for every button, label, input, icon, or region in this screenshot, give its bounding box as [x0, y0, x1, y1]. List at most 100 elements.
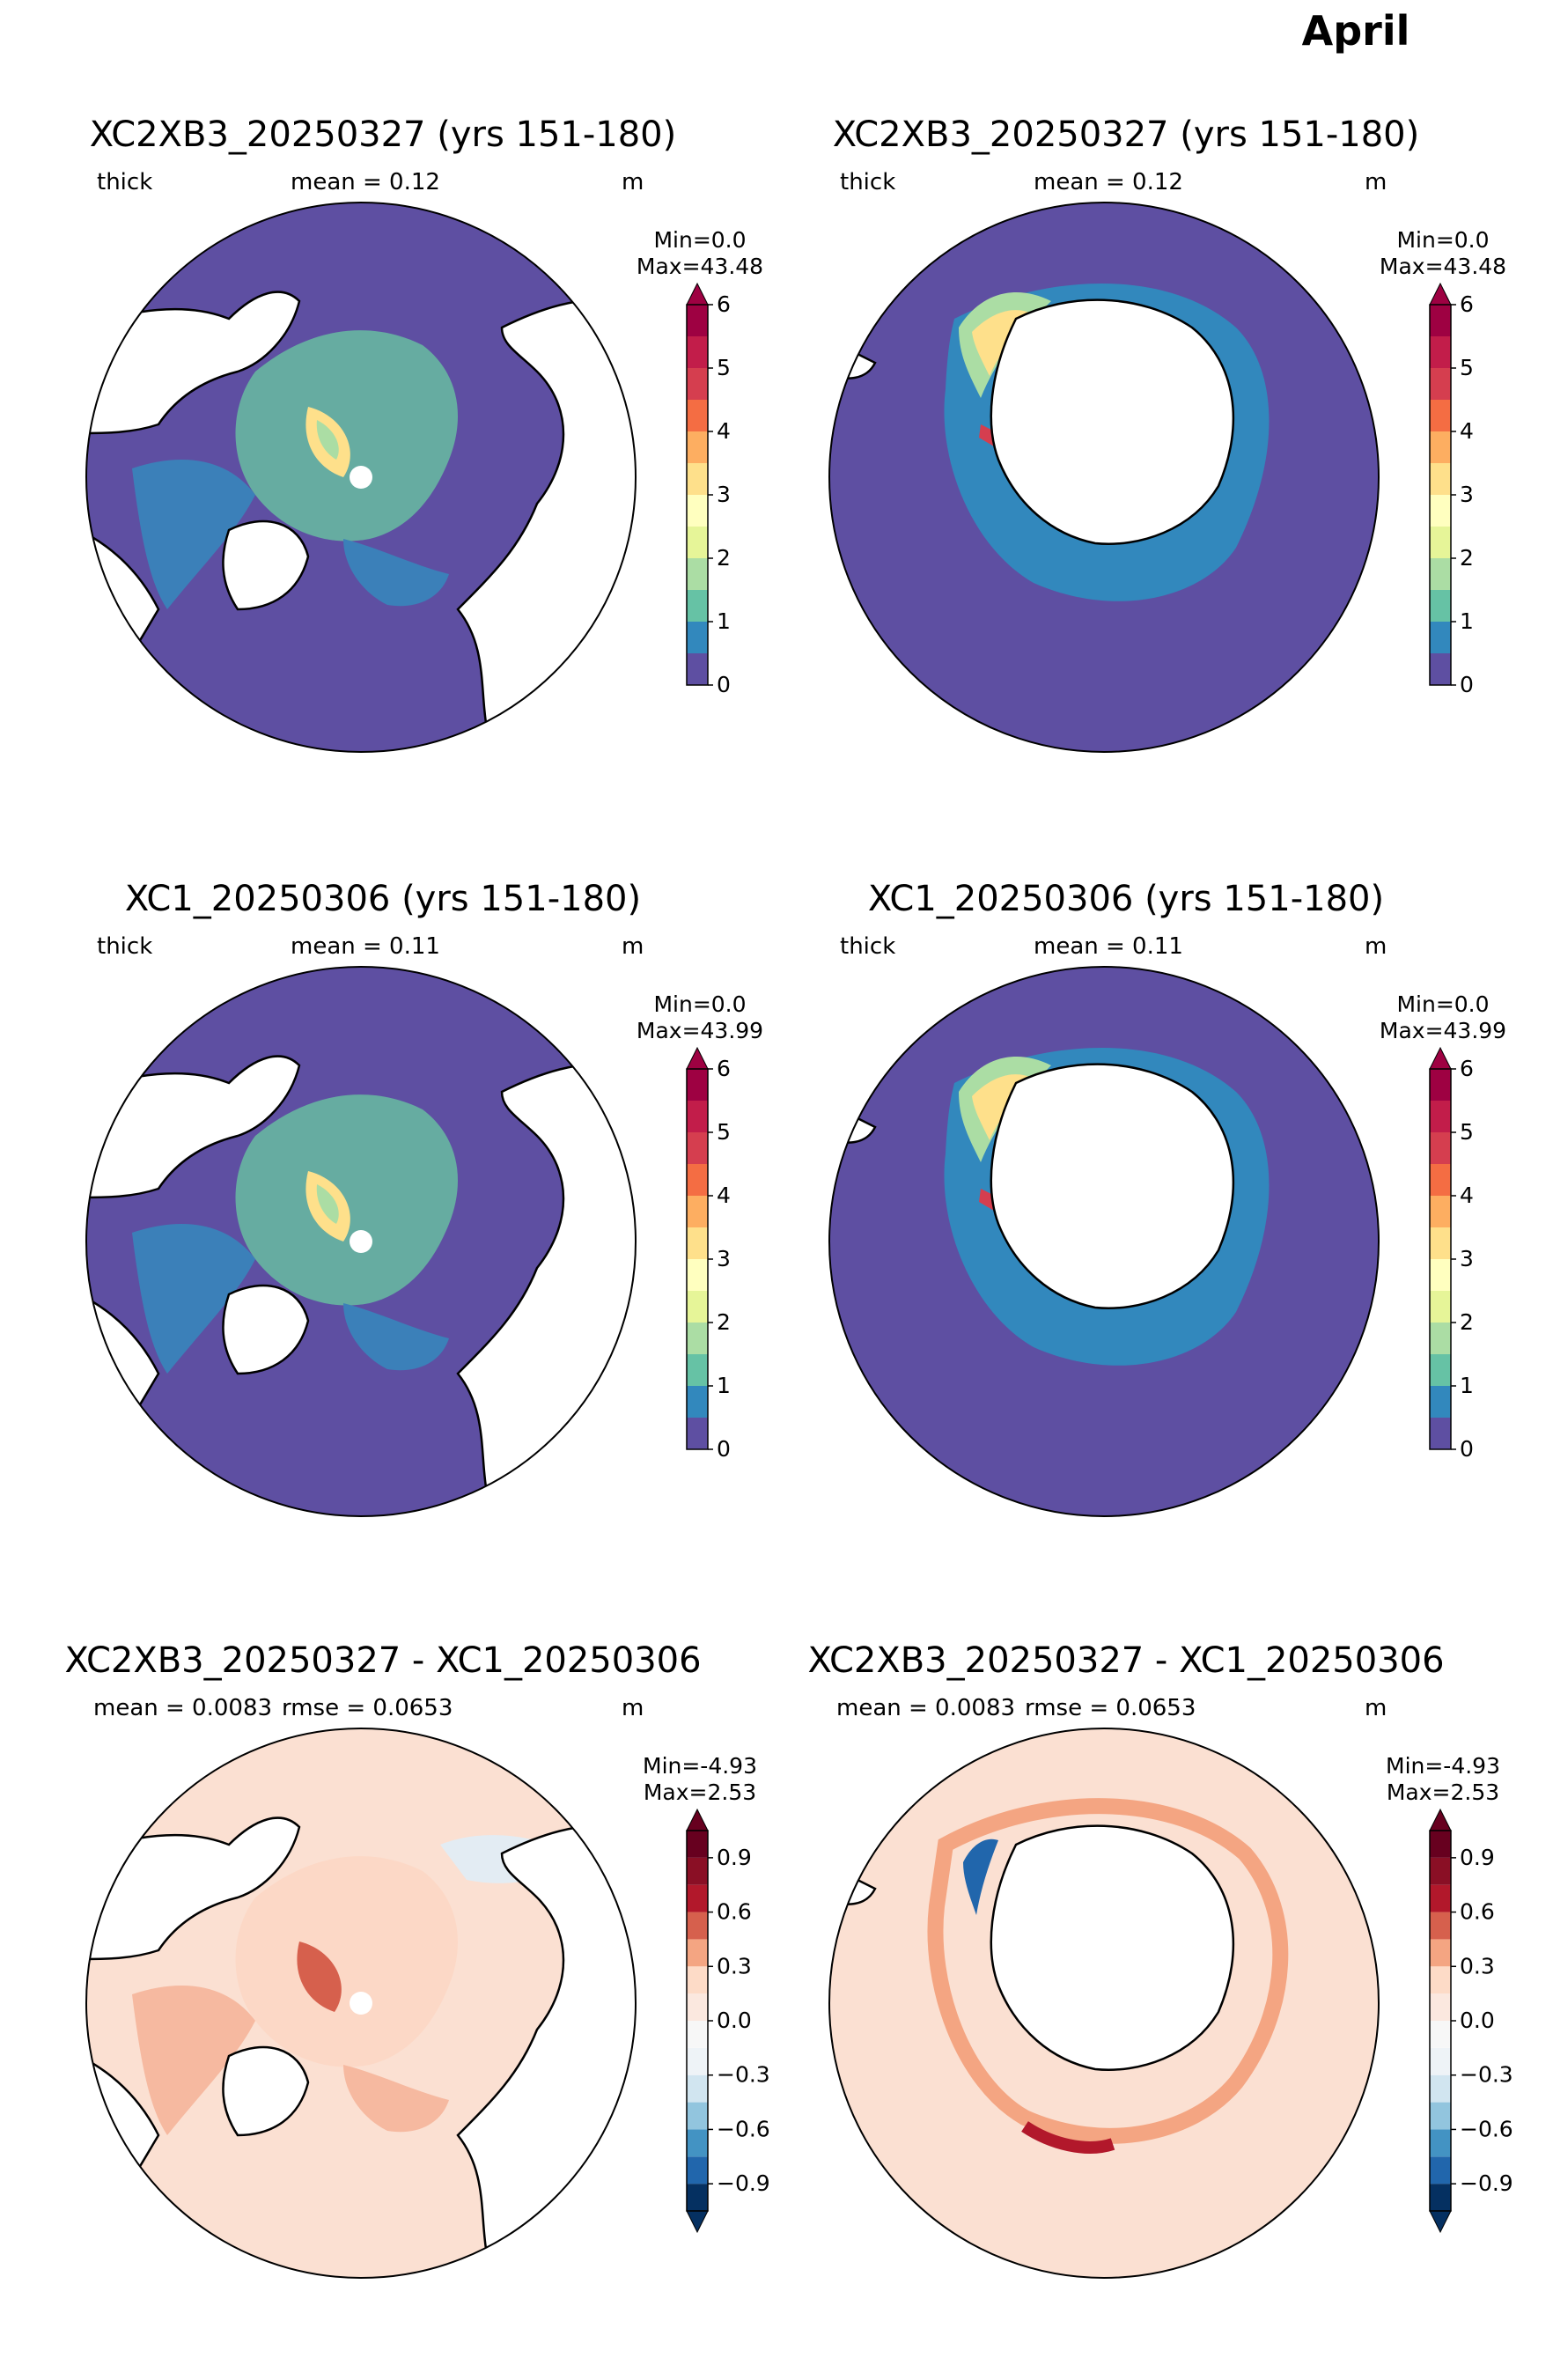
colorbar-segment [1430, 590, 1451, 622]
map-boundary [85, 966, 637, 1517]
colorbar-segment [687, 1164, 708, 1196]
colorbar-tick-label: 3 [717, 1246, 731, 1271]
colorbar-tick-label: 0.9 [1460, 1845, 1495, 1870]
antarctica-land [990, 298, 1235, 545]
colorbar-segment [1430, 1418, 1451, 1449]
colorbar-segment [687, 1259, 708, 1291]
colorbar-segment [1430, 2021, 1451, 2048]
max-label: Max=43.99 [636, 1018, 764, 1043]
colorbar: 0 1 2 3 4 5 6 [686, 282, 731, 697]
north-america-land [86, 291, 301, 435]
colorbar-tick-label: 0 [717, 672, 731, 697]
colorbar-segment [1430, 1101, 1451, 1132]
colorbar-tick-label: 6 [717, 291, 731, 317]
colorbar-tick-label: 4 [717, 418, 731, 444]
colorbar-tick-label: 2 [1460, 545, 1474, 571]
map-boundary [85, 202, 637, 753]
panel-title: XC1_20250306 (yrs 151-180) [124, 879, 642, 919]
colorbar-extend-max [686, 282, 709, 306]
greenland-land [222, 1284, 310, 1375]
antarctica-land [990, 1063, 1235, 1309]
colorbar-extend-min [1429, 2210, 1452, 2234]
max-label: Max=2.53 [643, 1779, 757, 1805]
polar-map [85, 1728, 637, 2279]
arctic-ice-pack [235, 1094, 458, 1306]
diff-hotspot [297, 1942, 342, 2012]
colorbar-tick-label: 5 [717, 1119, 731, 1145]
map-panel-2: XC2XB3_20250327 (yrs 151-180) thick mean =… [752, 114, 1506, 854]
units-label: m [622, 933, 644, 960]
colorbar-segment [687, 1386, 708, 1418]
colorbar-segment [687, 463, 708, 495]
colorbar-tick-label: 0.6 [1460, 1899, 1495, 1925]
colorbar-segment [687, 1101, 708, 1132]
colorbar-segment [1430, 431, 1451, 463]
max-label: Max=43.99 [1379, 1018, 1507, 1043]
north-america-land [86, 1816, 301, 1961]
colorbar-tick-label: 0.0 [717, 2008, 752, 2033]
colorbar-tick-label: 3 [1460, 1246, 1474, 1271]
colorbar-segment [687, 2047, 708, 2075]
colorbar-segment [687, 2156, 708, 2185]
colorbar-segment [1430, 1069, 1451, 1101]
colorbar-segment [1430, 1939, 1451, 1967]
colorbar-segment [1430, 1884, 1451, 1912]
colorbar-segment [687, 1831, 708, 1858]
panel-title: XC2XB3_20250327 - XC1_20250306 [64, 1640, 702, 1681]
max-label: Max=43.48 [636, 254, 764, 279]
units-label: m [622, 169, 644, 195]
colorbar-segment [687, 1884, 708, 1912]
colorbar-extend-max [1429, 1046, 1452, 1070]
polar-map [828, 202, 1380, 753]
min-label: Min=-4.93 [1386, 1753, 1500, 1779]
colorbar-segment [687, 1323, 708, 1354]
hudson-bay-ice [132, 460, 255, 609]
min-label: Min=0.0 [653, 991, 747, 1017]
colorbar-tick-label: 0 [717, 1436, 731, 1462]
colorbar-tick-label: 0.3 [1460, 1953, 1495, 1978]
colorbar-segment [687, 1993, 708, 2021]
panel-title: XC1_20250306 (yrs 151-180) [867, 879, 1385, 919]
minmax-label: Min=0.0 Max=43.99 [1368, 991, 1518, 1044]
mean-label: mean = 0.11 [291, 933, 440, 960]
units-label: m [1365, 933, 1387, 960]
colorbar-tick-label: −0.6 [1460, 2116, 1513, 2141]
map-boundary [828, 966, 1380, 1517]
colorbar-tick-label: 5 [717, 355, 731, 380]
minmax-label: Min=-4.93 Max=2.53 [1368, 1753, 1518, 1806]
colorbar-tick-label: 6 [1460, 291, 1474, 317]
colorbar-segment [687, 1196, 708, 1227]
barents-ice [343, 1303, 449, 1371]
minmax-label: Min=0.0 Max=43.99 [625, 991, 775, 1044]
map-boundary [85, 1728, 637, 2279]
colorbar-tick-label: 3 [1460, 482, 1474, 507]
colorbar-segment [1430, 368, 1451, 400]
colorbar-segment [1430, 495, 1451, 527]
mean-label: mean = 0.12 [1034, 169, 1183, 195]
map-panel-4: XC1_20250306 (yrs 151-180) thick mean = 0.… [752, 879, 1506, 1618]
colorbar-segment [687, 2021, 708, 2048]
colorbar-tick-label: 4 [717, 1183, 731, 1208]
colorbar-segment [687, 590, 708, 622]
panel-title: XC2XB3_20250327 - XC1_20250306 [807, 1640, 1445, 1681]
minmax-label: Min=0.0 Max=43.48 [1368, 227, 1518, 280]
map-boundary [828, 202, 1380, 753]
hudson-bay-ice [132, 1986, 255, 2135]
pole-hole [350, 466, 372, 489]
colorbar-tick-label: 0 [1460, 1436, 1474, 1462]
colorbar-segment [1430, 1132, 1451, 1164]
colorbar-segment [687, 1132, 708, 1164]
colorbar: 0 1 2 3 4 5 6 [1429, 1046, 1474, 1462]
colorbar-segment [687, 305, 708, 336]
mean-label: mean = 0.11 [1034, 933, 1183, 960]
colorbar-tick-label: 5 [1460, 1119, 1474, 1145]
diff-hotspot [1021, 2121, 1115, 2154]
colorbar-segment [1430, 2102, 1451, 2130]
polar-map [85, 202, 637, 753]
colorbar-segment [687, 1069, 708, 1101]
colorbar-segment [1430, 1291, 1451, 1323]
colorbar-tick-label: 4 [1460, 418, 1474, 444]
colorbar-segment [1430, 1227, 1451, 1259]
colorbar-segment [1430, 1386, 1451, 1418]
colorbar-extend-max [1429, 282, 1452, 306]
